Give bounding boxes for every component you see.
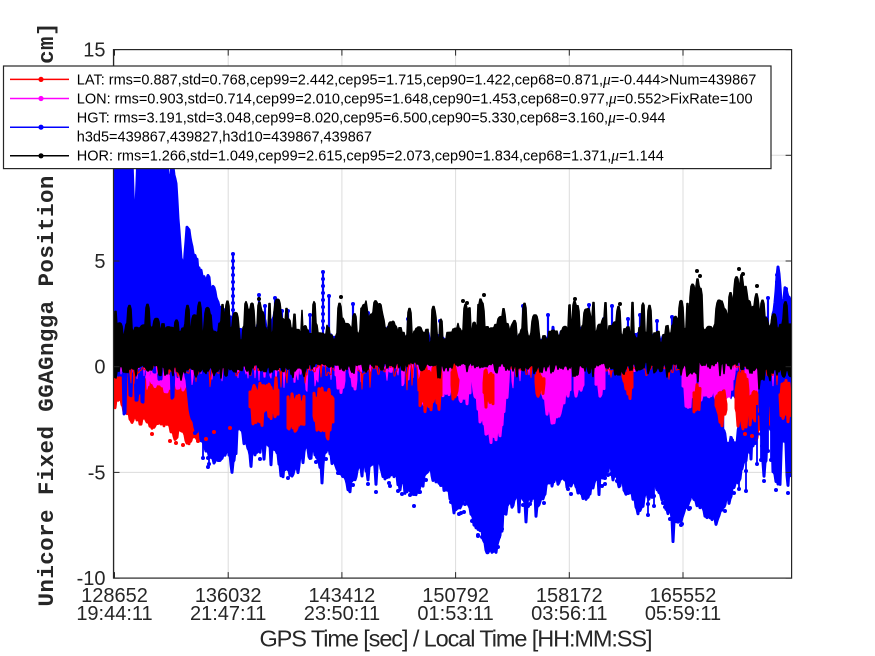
svg-text:150792: 150792 [422, 585, 489, 607]
svg-text:158172: 158172 [536, 585, 603, 607]
svg-text:128652: 128652 [81, 585, 148, 607]
svg-text:165552: 165552 [650, 585, 717, 607]
svg-text:LAT: rms=0.887,std=0.768,cep99: LAT: rms=0.887,std=0.768,cep99=2.442,cep… [77, 71, 757, 88]
svg-text:LON: rms=0.903,std=0.714,cep99: LON: rms=0.903,std=0.714,cep99=2.010,cep… [77, 90, 753, 107]
svg-text:143412: 143412 [309, 585, 376, 607]
svg-text:h3d5=439867,439827,h3d10=43986: h3d5=439867,439827,h3d10=439867,439867 [77, 130, 372, 146]
svg-text:GPS Time [sec] / Local Time [H: GPS Time [sec] / Local Time [HH:MM:SS] [260, 626, 653, 652]
svg-text:-5: -5 [88, 462, 106, 484]
svg-text:21:47:11: 21:47:11 [190, 603, 266, 625]
svg-text:HGT: rms=3.191,std=3.048,cep99: HGT: rms=3.191,std=3.048,cep99=8.020,cep… [77, 110, 666, 127]
svg-text:19:44:11: 19:44:11 [76, 603, 152, 625]
svg-text:5: 5 [94, 251, 105, 273]
svg-text:-10: -10 [77, 568, 106, 590]
svg-text:01:53:11: 01:53:11 [417, 603, 493, 625]
svg-text:15: 15 [83, 40, 105, 62]
svg-text:0: 0 [94, 357, 105, 379]
svg-text:03:56:11: 03:56:11 [531, 603, 607, 625]
svg-text:HOR: rms=1.266,std=1.049,cep99: HOR: rms=1.266,std=1.049,cep99=2.615,cep… [77, 148, 664, 165]
svg-text:136032: 136032 [195, 585, 262, 607]
svg-text:05:59:11: 05:59:11 [645, 603, 721, 625]
svg-text:23:50:11: 23:50:11 [304, 603, 380, 625]
